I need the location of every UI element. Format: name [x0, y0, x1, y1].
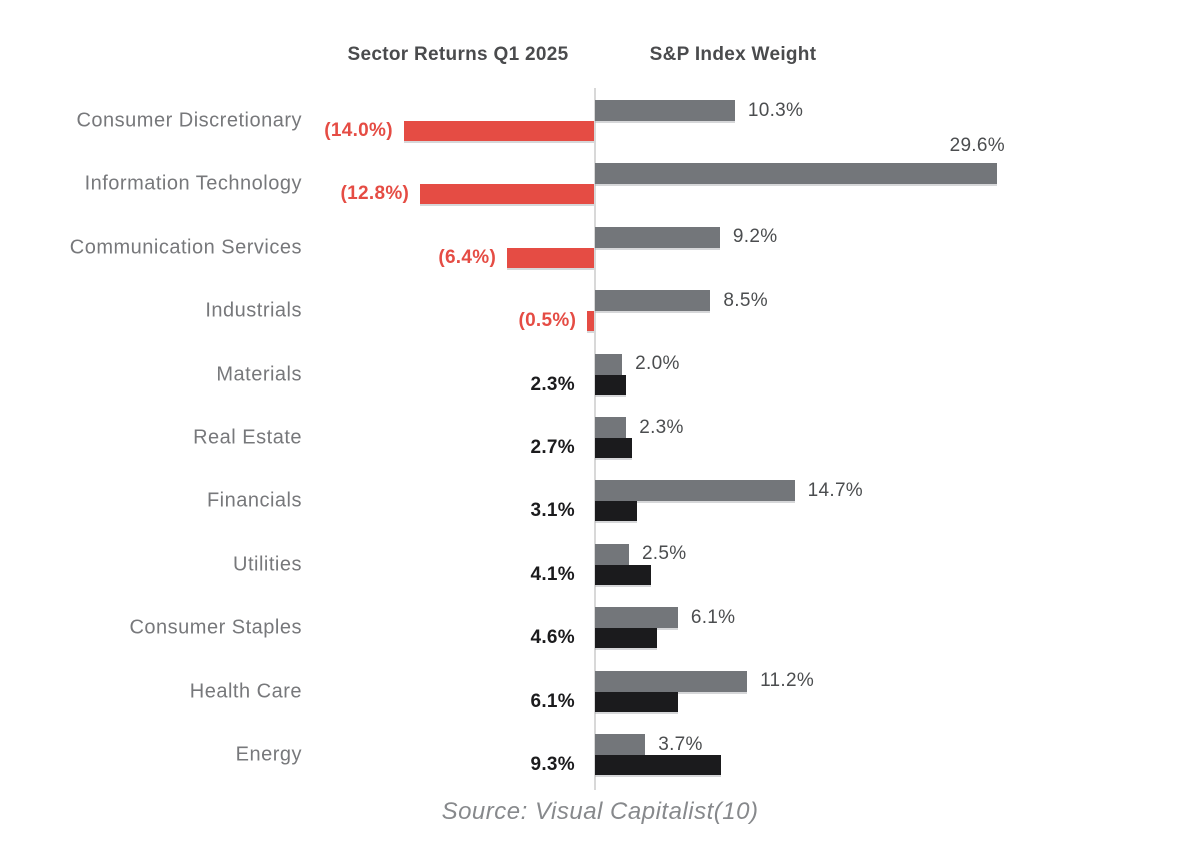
- return-value-label: (12.8%): [340, 183, 410, 205]
- weight-bar: [595, 163, 997, 185]
- return-value-label: (6.4%): [438, 246, 497, 268]
- weight-bar: [595, 290, 711, 312]
- weight-bar: [595, 607, 678, 629]
- return-value-label: 4.6%: [530, 627, 575, 649]
- weight-bar: [595, 734, 646, 755]
- return-bar: [595, 755, 722, 775]
- return-bar: [595, 691, 678, 712]
- sector-label: Industrials: [205, 299, 302, 322]
- sector-label: Consumer Discretionary: [76, 109, 302, 132]
- left-column-header: Sector Returns Q1 2025: [347, 44, 569, 65]
- source-note: Source: Visual Capitalist(10): [441, 798, 759, 825]
- return-bar: [507, 247, 594, 268]
- weight-value-label: 8.5%: [723, 289, 768, 311]
- weight-bar: [595, 226, 720, 248]
- sector-label: Communication Services: [69, 236, 302, 259]
- weight-bar: [595, 417, 627, 438]
- weight-value-label: 14.7%: [807, 479, 863, 501]
- sector-label: Energy: [235, 743, 302, 766]
- weight-value-label: 29.6%: [949, 135, 1005, 157]
- weight-value-label: 2.3%: [639, 416, 684, 438]
- weight-value-label: 6.1%: [690, 606, 736, 628]
- weight-bar: [595, 480, 795, 502]
- weight-value-label: 3.7%: [658, 733, 703, 755]
- sector-label: Utilities: [233, 553, 302, 576]
- return-bar: [595, 564, 651, 585]
- return-value-label: 3.1%: [530, 500, 575, 522]
- return-value-label: 2.7%: [530, 437, 575, 458]
- sector-label: Materials: [216, 363, 302, 386]
- sector-label: Information Technology: [84, 172, 302, 195]
- return-bar: [595, 628, 658, 649]
- right-column-header: S&P Index Weight: [649, 44, 817, 65]
- weight-bar: [595, 670, 748, 692]
- weight-value-label: 2.0%: [635, 353, 680, 375]
- return-bar: [420, 184, 594, 205]
- return-bar: [595, 438, 632, 458]
- weight-bar: [595, 353, 623, 375]
- return-bar: [595, 501, 638, 522]
- sector-label: Financials: [206, 489, 302, 512]
- return-bar: [595, 374, 627, 395]
- return-bar: [587, 311, 594, 332]
- weight-value-label: 11.2%: [760, 670, 815, 692]
- return-value-label: 9.3%: [530, 754, 575, 775]
- return-value-label: 4.1%: [530, 563, 575, 585]
- weight-value-label: 9.2%: [732, 226, 778, 248]
- return-value-label: 6.1%: [530, 690, 575, 712]
- return-value-label: (14.0%): [324, 120, 393, 141]
- sector-label: Consumer Staples: [129, 616, 302, 639]
- weight-bar: [595, 543, 629, 565]
- sector-label: Real Estate: [193, 426, 302, 449]
- sector-label: Health Care: [189, 680, 302, 703]
- return-value-label: 2.3%: [530, 373, 575, 395]
- weight-value-label: 10.3%: [747, 99, 804, 121]
- return-bar: [403, 121, 594, 141]
- weight-bar: [595, 100, 735, 121]
- return-value-label: (0.5%): [518, 310, 577, 332]
- weight-value-label: 2.5%: [641, 543, 687, 565]
